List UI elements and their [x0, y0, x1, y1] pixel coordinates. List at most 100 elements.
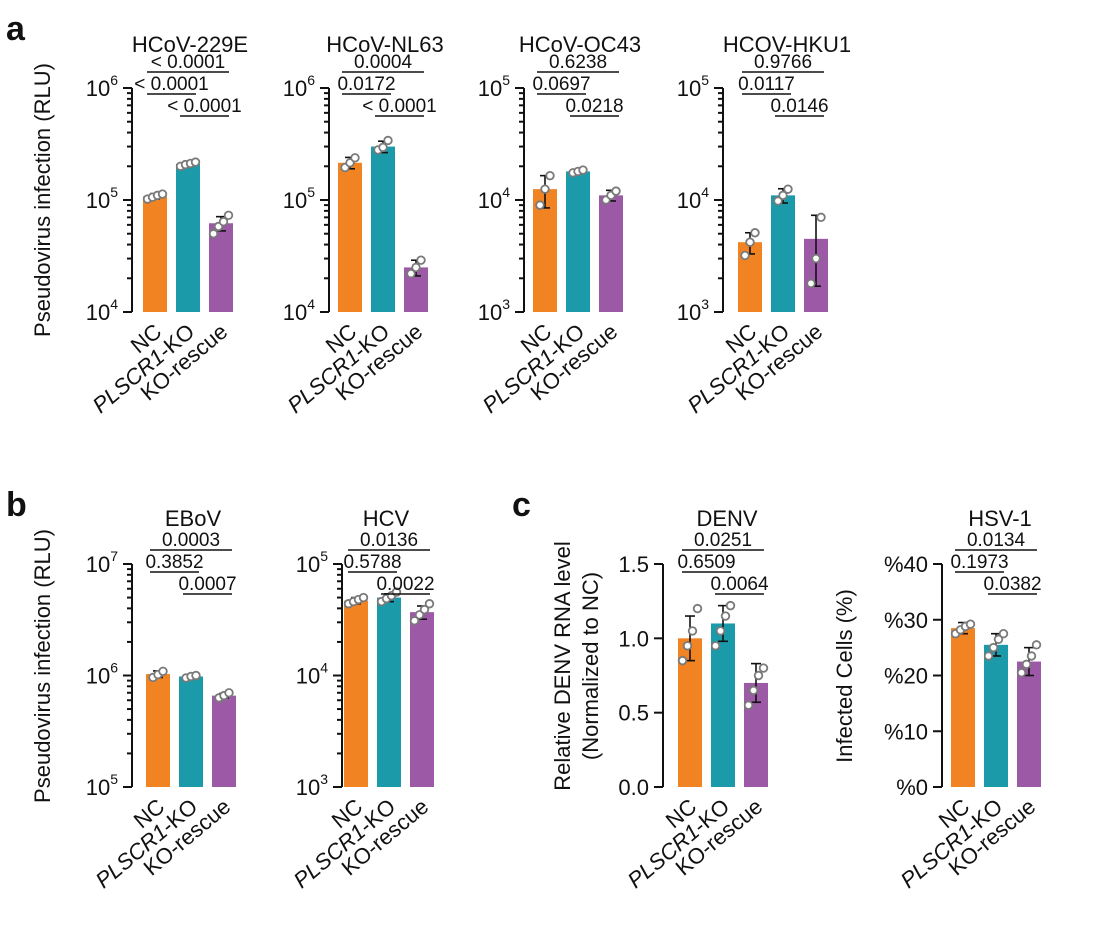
- data-point: [988, 642, 999, 653]
- data-point: [682, 641, 693, 651]
- data-point: [993, 634, 1004, 644]
- data-point: [687, 626, 698, 636]
- chart-title: EBoV: [165, 506, 222, 531]
- data-point: [419, 604, 430, 615]
- p-value-label: < 0.0001: [167, 96, 242, 117]
- data-point: [1021, 659, 1032, 670]
- y-tick-label: 104: [86, 296, 118, 325]
- y-axis-label-pseudovirus-b: Pseudovirus infection (RLU): [30, 529, 55, 803]
- y-tick-label: 105: [86, 184, 118, 213]
- data-point: [750, 228, 760, 238]
- data-point: [611, 186, 621, 196]
- data-point: [983, 651, 994, 661]
- chart-title: HCoV-229E: [132, 32, 248, 57]
- chart-title: DENV: [696, 506, 757, 531]
- bar-nc: [951, 628, 975, 787]
- chart-ebov: EBoV105106107NCPLSCR1-KOKO-rescue0.00030…: [86, 506, 237, 893]
- p-value-label: 0.0382: [983, 574, 1041, 595]
- data-point: [416, 255, 426, 265]
- p-value-label: 0.5788: [343, 552, 401, 573]
- y-tick-label: 105: [283, 184, 315, 213]
- bar-nc: [344, 600, 368, 787]
- p-value-label: < 0.0001: [362, 96, 437, 117]
- y-tick-label: 104: [296, 660, 328, 689]
- bar-ko-rescue: [212, 695, 236, 787]
- chart-denv: DENV0.00.51.01.5NCPLSCR1-KOKO-rescue0.02…: [618, 506, 769, 893]
- y-tick-label: 107: [86, 548, 118, 577]
- chart-title: HCoV-NL63: [326, 32, 443, 57]
- bar-nc: [143, 196, 167, 312]
- y-tick-label: 105: [478, 72, 510, 101]
- data-point: [965, 619, 976, 629]
- y-tick-label: 0.5: [618, 701, 649, 726]
- data-point: [350, 153, 360, 163]
- panel-label-a: a: [6, 10, 26, 48]
- panel-label-c: c: [512, 486, 531, 524]
- data-point: [424, 599, 435, 609]
- data-point: [406, 268, 416, 279]
- y-tick-label: 103: [478, 296, 510, 325]
- data-point: [743, 700, 754, 710]
- chart-title: HCV: [363, 506, 410, 531]
- data-point: [540, 184, 550, 194]
- bar-ko-rescue: [599, 195, 623, 312]
- p-value-label: 0.0004: [354, 52, 413, 73]
- bar-plscr1-ko: [176, 163, 200, 312]
- data-point: [715, 626, 726, 636]
- bar-plscr1-ko: [711, 623, 735, 787]
- y-tick-label: 105: [86, 771, 118, 800]
- chart-hsv-1: HSV-1%0%10%20%30%40NCPLSCR1-KOKO-rescue0…: [884, 506, 1042, 893]
- data-point: [725, 600, 736, 611]
- y-tick-label: %30: [884, 608, 928, 633]
- data-point: [535, 200, 545, 210]
- y-axis-label-pseudovirus-a: Pseudovirus infection (RLU): [30, 63, 55, 337]
- data-point: [816, 212, 826, 223]
- data-point: [545, 170, 555, 181]
- y-tick-label: 105: [296, 548, 328, 577]
- p-value-label: 0.1973: [950, 552, 1008, 573]
- bar-nc: [533, 189, 557, 312]
- data-point: [778, 190, 788, 201]
- data-point: [773, 196, 783, 206]
- y-tick-label: 106: [283, 72, 315, 101]
- p-value-label: 0.0003: [162, 530, 220, 551]
- p-value-label: 0.0218: [565, 96, 623, 117]
- p-value-label: 0.9766: [754, 52, 812, 73]
- bar-plscr1-ko: [371, 146, 395, 312]
- y-tick-label: %0: [896, 775, 928, 800]
- p-value-label: 0.0022: [376, 574, 434, 595]
- p-value-label: 0.0136: [360, 530, 418, 551]
- bar-ko-rescue: [1017, 661, 1041, 787]
- bar-plscr1-ko: [377, 597, 401, 787]
- data-point: [409, 616, 420, 626]
- data-point: [191, 670, 201, 681]
- y-tick-label: 106: [86, 660, 118, 689]
- data-point: [208, 229, 219, 239]
- y-axis-label-hsv: Infected Cells (%): [832, 589, 857, 763]
- chart-hcov-oc43: HCoV-OC43103104105NCPLSCR1-KOKO-rescue0.…: [478, 32, 642, 418]
- chart-hcov-nl63: HCoV-NL63104105106NCPLSCR1-KOKO-rescue0.…: [283, 32, 444, 418]
- bar-plscr1-ko: [771, 195, 795, 312]
- data-point: [740, 250, 750, 261]
- y-tick-label: 1.5: [618, 552, 649, 577]
- panel-label-b: b: [6, 486, 27, 524]
- p-value-label: 0.0064: [710, 574, 769, 595]
- data-point: [692, 603, 703, 614]
- data-point: [720, 611, 731, 621]
- data-point: [783, 184, 793, 194]
- bar-plscr1-ko: [984, 644, 1008, 787]
- y-tick-label: 104: [283, 296, 315, 325]
- data-point: [378, 142, 388, 153]
- data-point: [223, 210, 234, 221]
- bar-nc: [146, 674, 170, 787]
- data-point: [748, 685, 759, 696]
- y-tick-label: 105: [677, 72, 709, 101]
- chart-title: HSV-1: [968, 506, 1032, 531]
- y-tick-label: 103: [677, 296, 709, 325]
- data-point: [758, 663, 769, 673]
- y-axis-label-denv-line1: Relative DENV RNA level: [550, 541, 575, 790]
- y-tick-label: %10: [884, 719, 928, 744]
- y-tick-label: 1.0: [618, 626, 649, 651]
- bar-plscr1-ko: [179, 676, 203, 787]
